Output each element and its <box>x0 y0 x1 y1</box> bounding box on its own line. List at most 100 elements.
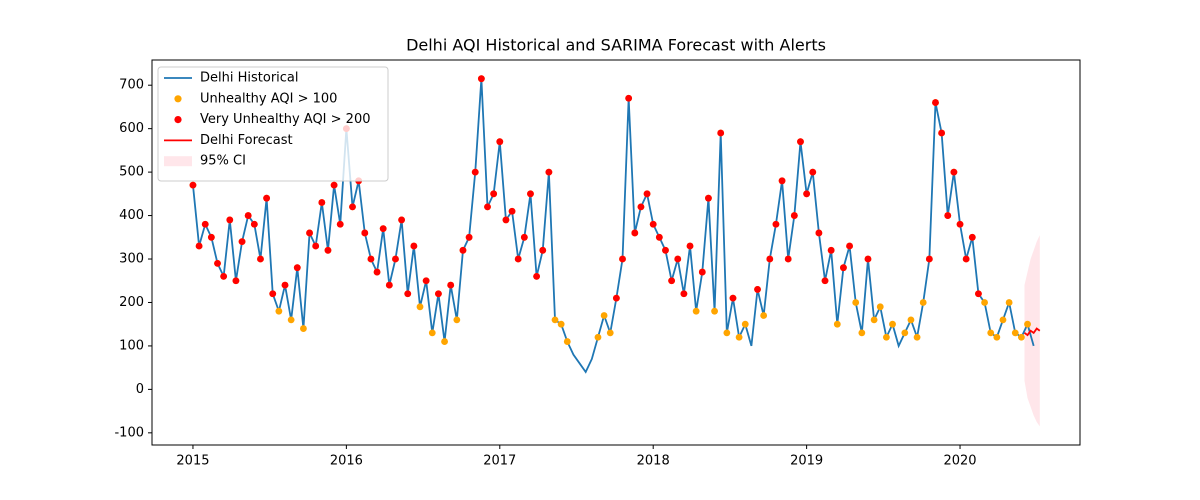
alert-point <box>698 268 706 276</box>
x-tick-label: 2020 <box>943 454 976 469</box>
alert-point <box>925 255 933 263</box>
legend-box <box>157 66 389 182</box>
alert-point <box>220 272 228 280</box>
alert-point <box>612 294 620 302</box>
y-tick-label: 0 <box>136 382 144 397</box>
alert-point <box>864 255 872 263</box>
alert-point <box>637 203 645 211</box>
alert-point <box>201 220 209 228</box>
alert-point <box>1024 320 1031 328</box>
alert-point <box>551 316 559 324</box>
alert-point <box>754 286 761 293</box>
alert-point <box>238 238 246 246</box>
alert-point <box>797 138 804 146</box>
alert-point <box>846 242 853 250</box>
alert-point <box>441 338 448 345</box>
y-tick-label: 500 <box>119 165 144 180</box>
alert-point <box>717 129 725 137</box>
alert-point <box>379 225 387 233</box>
alert-point <box>643 190 651 198</box>
legend-label: 95% CI <box>200 154 246 169</box>
y-tick-label: 300 <box>119 252 144 267</box>
legend-swatch <box>174 116 182 124</box>
alert-point <box>539 246 547 254</box>
alert-point <box>999 316 1007 324</box>
alert-point <box>263 194 271 202</box>
y-tick-label: 200 <box>119 295 144 310</box>
alert-point <box>477 75 485 83</box>
alert-point <box>692 307 700 315</box>
x-tick-label: 2017 <box>483 454 516 469</box>
alert-point <box>668 277 676 285</box>
alert-point <box>226 216 234 224</box>
y-tick-label: 700 <box>119 78 144 93</box>
x-tick-label: 2019 <box>790 454 823 469</box>
alert-point <box>809 168 817 176</box>
alert-point <box>686 242 694 250</box>
legend-label: Delhi Historical <box>200 71 299 86</box>
alert-point <box>232 277 240 285</box>
alert-point <box>300 325 307 332</box>
alert-point <box>889 320 896 328</box>
alert-point <box>214 259 221 267</box>
alert-point <box>674 255 682 263</box>
alert-point <box>527 190 534 198</box>
alert-point <box>453 316 461 324</box>
alert-point <box>398 216 406 224</box>
line <box>1023 327 1041 337</box>
alert-point <box>490 190 498 198</box>
alert-point <box>459 246 467 254</box>
alert-point <box>195 242 203 250</box>
y-tick-label: 600 <box>119 121 144 136</box>
alert-point <box>723 329 731 337</box>
alert-point <box>189 181 197 189</box>
alert-point <box>269 290 277 298</box>
alert-point <box>465 233 473 241</box>
alert-point <box>968 233 976 241</box>
alert-point <box>336 220 344 228</box>
alert-point <box>404 290 412 298</box>
alert-point <box>508 207 516 215</box>
x-tick-label: 2015 <box>176 454 209 469</box>
alert-point <box>735 333 743 341</box>
alert-point <box>484 203 491 211</box>
alert-point <box>367 255 375 263</box>
legend-swatch <box>174 95 182 103</box>
alert-point <box>557 320 565 328</box>
y-tick-label: 100 <box>119 338 144 353</box>
alert-point <box>938 129 946 137</box>
alert-point <box>993 333 1001 341</box>
alert-point <box>760 312 768 319</box>
legend-label: Unhealthy AQI > 100 <box>200 91 337 106</box>
alert-point <box>655 233 663 241</box>
legend-label: Delhi Forecast <box>200 133 293 148</box>
alert-point <box>840 264 847 272</box>
alert-point <box>784 255 792 263</box>
alert-point <box>790 212 798 219</box>
alert-point <box>281 281 289 289</box>
alert-point <box>858 329 866 337</box>
alert-point <box>349 203 356 211</box>
alert-point <box>772 220 780 228</box>
alert-point <box>852 299 860 306</box>
alert-point <box>1017 333 1025 341</box>
y-tick-label: -100 <box>114 425 144 440</box>
alert-point <box>956 220 964 228</box>
alert-point <box>496 138 504 146</box>
alert-point <box>907 316 915 324</box>
alert-point <box>815 229 823 237</box>
alert-point <box>545 168 553 176</box>
x-tick-label: 2016 <box>330 454 363 469</box>
alert-point <box>981 299 988 306</box>
alert-point <box>870 316 878 324</box>
alert-point <box>662 246 669 254</box>
alert-point <box>207 233 215 241</box>
alert-point <box>385 281 393 289</box>
alert-point <box>778 177 786 185</box>
alert-point <box>932 99 939 106</box>
alert-point <box>975 290 982 298</box>
alert-point <box>563 338 571 345</box>
alert-point <box>950 168 958 176</box>
alert-point <box>600 312 608 319</box>
